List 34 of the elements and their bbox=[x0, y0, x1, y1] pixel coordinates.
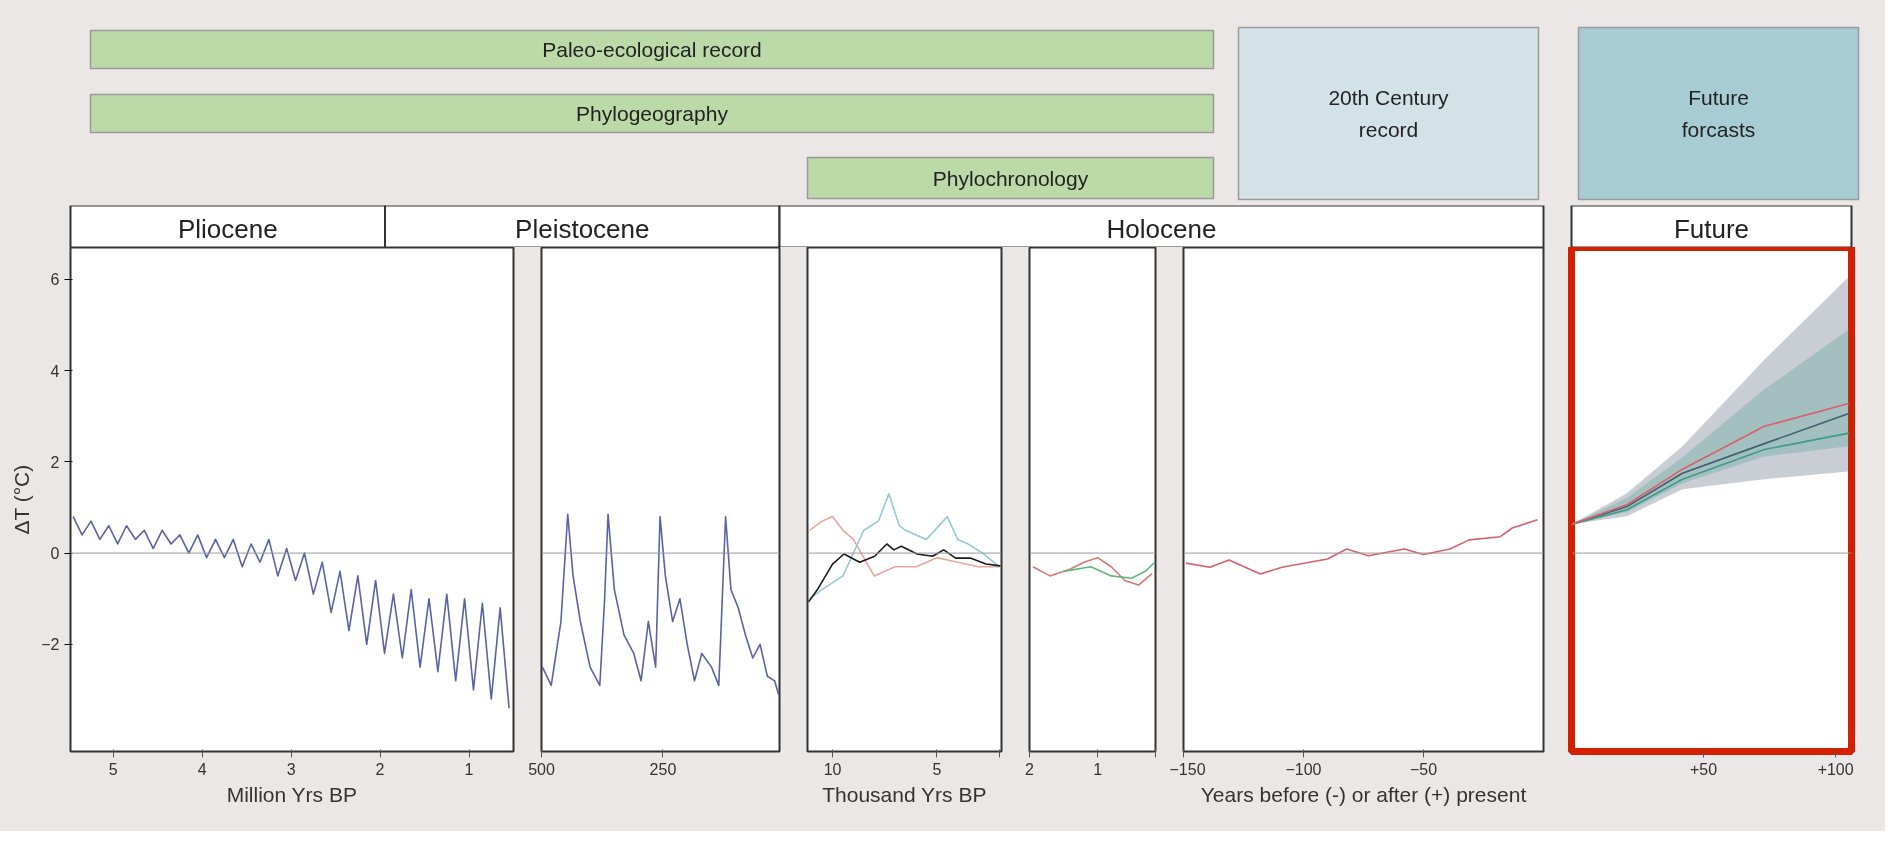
x-tick-label: +50 bbox=[1690, 760, 1718, 778]
x-tick-label: −50 bbox=[1409, 760, 1438, 778]
text: Phylochronology bbox=[932, 166, 1089, 190]
text: Future forcasts bbox=[1681, 85, 1756, 142]
y-axis-title: ΔT (°C) bbox=[10, 464, 34, 535]
x-tick-label: 1 bbox=[1093, 760, 1103, 778]
x-tick-label: 250 bbox=[649, 760, 677, 778]
x-axis-title: Million Yrs BP bbox=[226, 782, 357, 806]
x-tick-label: 10 bbox=[823, 760, 842, 778]
x-tick-label: 2 bbox=[1025, 760, 1035, 778]
x-tick-label: 500 bbox=[528, 760, 555, 778]
x-tick-label: 5 bbox=[108, 760, 118, 778]
y-tick-label: 4 bbox=[50, 362, 60, 380]
text: Phylogeography bbox=[576, 102, 729, 125]
text: 20th Century record bbox=[1328, 85, 1450, 142]
x-tick-label: −100 bbox=[1285, 760, 1322, 778]
x-axis-title: Thousand Yrs BP bbox=[822, 782, 987, 806]
text: Pleistocene bbox=[515, 213, 650, 244]
x-tick-label: +100 bbox=[1817, 760, 1854, 778]
x-tick-label: 4 bbox=[197, 760, 207, 778]
x-tick-label: 3 bbox=[286, 760, 296, 778]
y-tick-label: 2 bbox=[50, 453, 60, 471]
x-tick-label: −150 bbox=[1169, 760, 1206, 778]
x-axis-title: Years before (-) or after (+) present bbox=[1200, 782, 1527, 806]
text: Pliocene bbox=[177, 213, 278, 244]
y-tick-label: −2 bbox=[41, 636, 60, 654]
x-tick-label: 1 bbox=[464, 760, 474, 778]
x-tick-label: 2 bbox=[375, 760, 385, 778]
text: Holocene bbox=[1106, 213, 1217, 244]
y-tick-label: 0 bbox=[50, 545, 60, 563]
text: Paleo-ecological record bbox=[542, 38, 762, 61]
y-tick-label: 6 bbox=[50, 271, 60, 289]
text: Future bbox=[1673, 213, 1750, 244]
x-tick-label: 5 bbox=[932, 760, 942, 778]
